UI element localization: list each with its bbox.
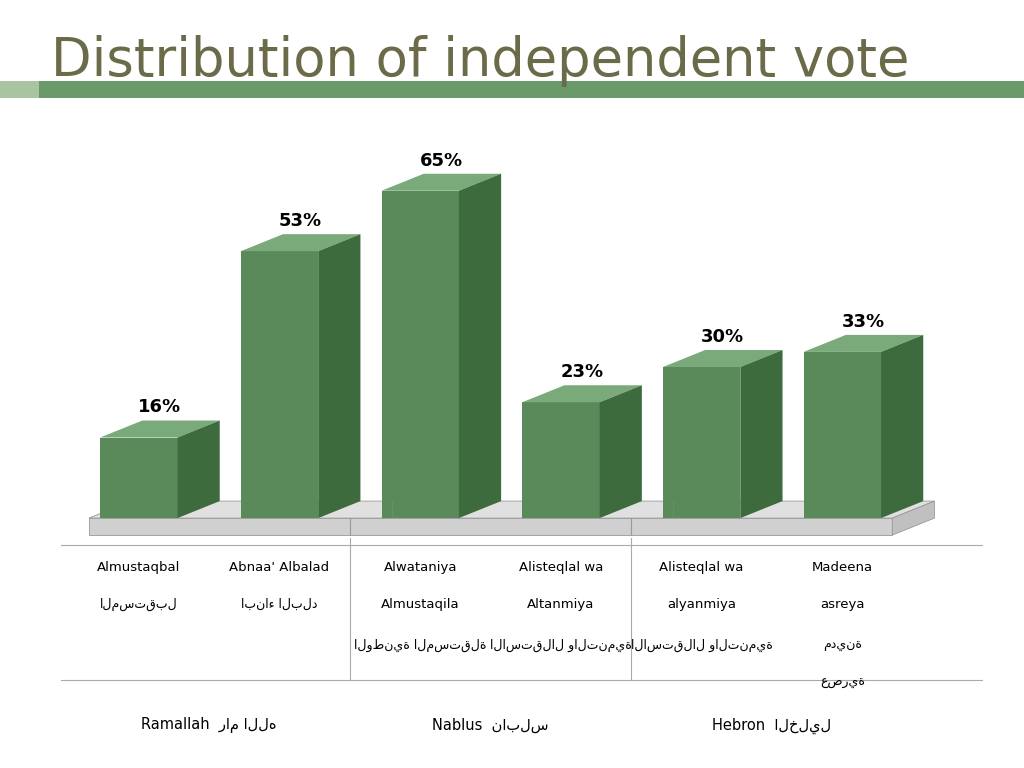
Polygon shape [177, 421, 220, 518]
Polygon shape [100, 421, 220, 438]
Text: الاستقلال والتنمية: الاستقلال والتنمية [631, 639, 772, 652]
Polygon shape [241, 251, 318, 518]
Polygon shape [892, 501, 935, 535]
Text: مدينة: مدينة [823, 639, 862, 652]
Polygon shape [663, 350, 782, 367]
Polygon shape [881, 335, 924, 518]
Text: عصرية: عصرية [820, 676, 865, 689]
Text: الوطنية المستقلة: الوطنية المستقلة [354, 639, 486, 652]
Polygon shape [740, 350, 782, 518]
Polygon shape [663, 367, 740, 518]
Text: asreya: asreya [820, 598, 864, 611]
Text: Madeena: Madeena [812, 561, 872, 574]
Text: المستقبل: المستقبل [100, 598, 178, 611]
Text: Alisteqlal wa: Alisteqlal wa [659, 561, 743, 574]
Text: 65%: 65% [420, 152, 463, 170]
Text: 23%: 23% [560, 363, 603, 381]
Text: 33%: 33% [842, 313, 885, 331]
Polygon shape [459, 174, 501, 518]
Text: Alisteqlal wa: Alisteqlal wa [519, 561, 603, 574]
Polygon shape [241, 234, 360, 251]
Text: Abnaa' Albalad: Abnaa' Albalad [229, 561, 330, 574]
Text: Almustaqbal: Almustaqbal [97, 561, 180, 574]
Polygon shape [100, 438, 177, 518]
Polygon shape [89, 518, 892, 535]
Text: 53%: 53% [280, 212, 323, 230]
Text: Alwataniya: Alwataniya [383, 561, 457, 574]
Polygon shape [89, 501, 935, 518]
Polygon shape [318, 234, 360, 518]
Polygon shape [382, 174, 501, 190]
Text: alyanmiya: alyanmiya [667, 598, 736, 611]
Text: Distribution of independent vote: Distribution of independent vote [51, 35, 909, 87]
Text: Altanmiya: Altanmiya [527, 598, 595, 611]
Text: Ramallah  رام الله: Ramallah رام الله [141, 717, 276, 733]
Polygon shape [804, 335, 924, 352]
Text: Hebron  الخليل: Hebron الخليل [713, 717, 831, 733]
Text: ابناء البلد: ابناء البلد [242, 598, 317, 611]
Polygon shape [600, 386, 642, 518]
Text: 16%: 16% [138, 399, 181, 416]
Polygon shape [522, 402, 600, 518]
Polygon shape [804, 352, 881, 518]
Polygon shape [522, 386, 642, 402]
Text: الاستقلال والتنمية: الاستقلال والتنمية [490, 639, 632, 652]
Text: 30%: 30% [701, 328, 744, 346]
Text: Almustaqila: Almustaqila [381, 598, 460, 611]
Text: Nablus  نابلس: Nablus نابلس [432, 717, 549, 733]
Polygon shape [382, 190, 459, 518]
